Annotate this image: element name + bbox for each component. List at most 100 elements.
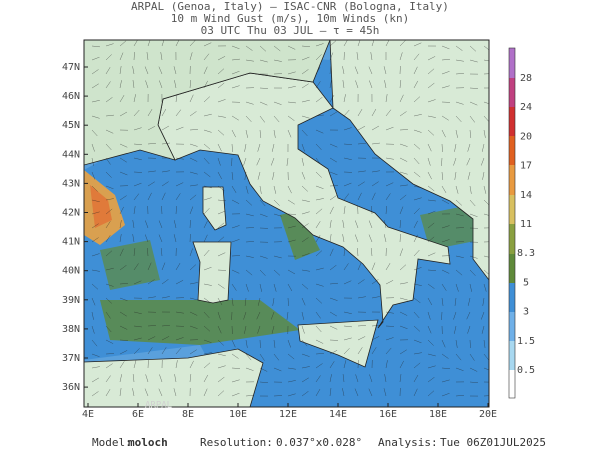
barb — [441, 199, 450, 205]
header-line: 03 UTC Thu 03 JUL – τ = 45h — [201, 24, 380, 37]
barb — [119, 195, 127, 201]
barb — [91, 269, 100, 272]
barb — [301, 283, 309, 290]
barb — [245, 241, 254, 243]
barb — [175, 206, 177, 215]
barb — [454, 171, 457, 180]
barb — [105, 283, 114, 287]
barb — [119, 66, 122, 75]
barb — [91, 283, 99, 290]
barb — [469, 101, 478, 106]
barb — [455, 353, 462, 361]
barb — [315, 388, 321, 397]
barb — [441, 143, 443, 152]
barb — [105, 250, 113, 257]
lat-label: 41N — [62, 237, 80, 248]
barb — [231, 45, 240, 50]
barb — [217, 390, 225, 397]
barb — [427, 365, 436, 369]
lon-label: 14E — [329, 409, 347, 420]
barb — [368, 234, 373, 243]
barb — [427, 68, 435, 75]
barb — [189, 297, 198, 301]
colorbar-label: 5 — [523, 277, 529, 288]
barb — [315, 157, 321, 165]
barb — [147, 108, 153, 117]
barb — [301, 339, 308, 347]
barb — [158, 66, 163, 75]
barb — [105, 54, 112, 61]
barb — [286, 157, 289, 166]
barb — [441, 157, 443, 166]
barb — [217, 353, 226, 357]
barb — [144, 234, 149, 243]
barb — [301, 185, 308, 192]
barb — [427, 185, 435, 192]
barb — [175, 157, 184, 160]
barb — [427, 377, 435, 383]
barb — [119, 80, 122, 89]
barb — [483, 339, 486, 348]
barb — [273, 269, 281, 276]
barb — [245, 59, 254, 62]
barb — [189, 184, 198, 187]
barb — [105, 235, 111, 243]
barb — [385, 126, 394, 131]
land-sardinia — [192, 241, 232, 304]
barb — [203, 185, 212, 189]
lon-label: 10E — [229, 409, 247, 420]
barb — [469, 185, 472, 194]
barb — [441, 129, 446, 138]
barb — [245, 115, 252, 123]
barb — [455, 269, 463, 276]
colorbar-label: 17 — [520, 161, 532, 172]
lon-label: 18E — [429, 409, 447, 420]
barb — [245, 101, 254, 105]
barb — [371, 125, 380, 131]
barb — [161, 125, 170, 131]
barb — [441, 185, 447, 194]
barb — [385, 311, 394, 314]
map: ARPAL — [83, 39, 490, 411]
barb — [147, 192, 152, 201]
barb — [454, 297, 457, 306]
barb — [147, 336, 156, 341]
barb — [217, 283, 225, 289]
barb — [217, 185, 225, 192]
barb — [259, 115, 266, 123]
barb — [189, 80, 191, 89]
barb — [343, 311, 352, 314]
barb — [399, 111, 407, 117]
barb — [455, 185, 459, 194]
barb — [441, 45, 450, 50]
barb — [467, 143, 471, 152]
barb — [357, 262, 362, 271]
barb — [203, 388, 208, 397]
barb — [481, 325, 485, 334]
barb — [467, 297, 471, 306]
barb — [413, 325, 421, 332]
land-balkans — [329, 40, 489, 281]
barb — [329, 361, 335, 369]
lat-label: 42N — [62, 208, 80, 219]
barb — [483, 115, 489, 123]
barb — [467, 325, 471, 334]
barb — [217, 171, 222, 180]
barb — [217, 129, 225, 136]
barb — [273, 367, 282, 372]
barb — [483, 213, 489, 216]
barb — [413, 297, 421, 304]
barb — [259, 381, 268, 383]
barb — [371, 192, 376, 201]
barb — [315, 185, 324, 189]
barb — [273, 45, 281, 52]
barb — [147, 296, 156, 299]
barb — [427, 210, 436, 215]
barb — [160, 248, 163, 257]
barb — [119, 374, 122, 383]
wind-area — [100, 240, 160, 290]
lat-label: 45N — [62, 120, 80, 131]
barb — [301, 366, 310, 369]
barb — [133, 280, 142, 285]
